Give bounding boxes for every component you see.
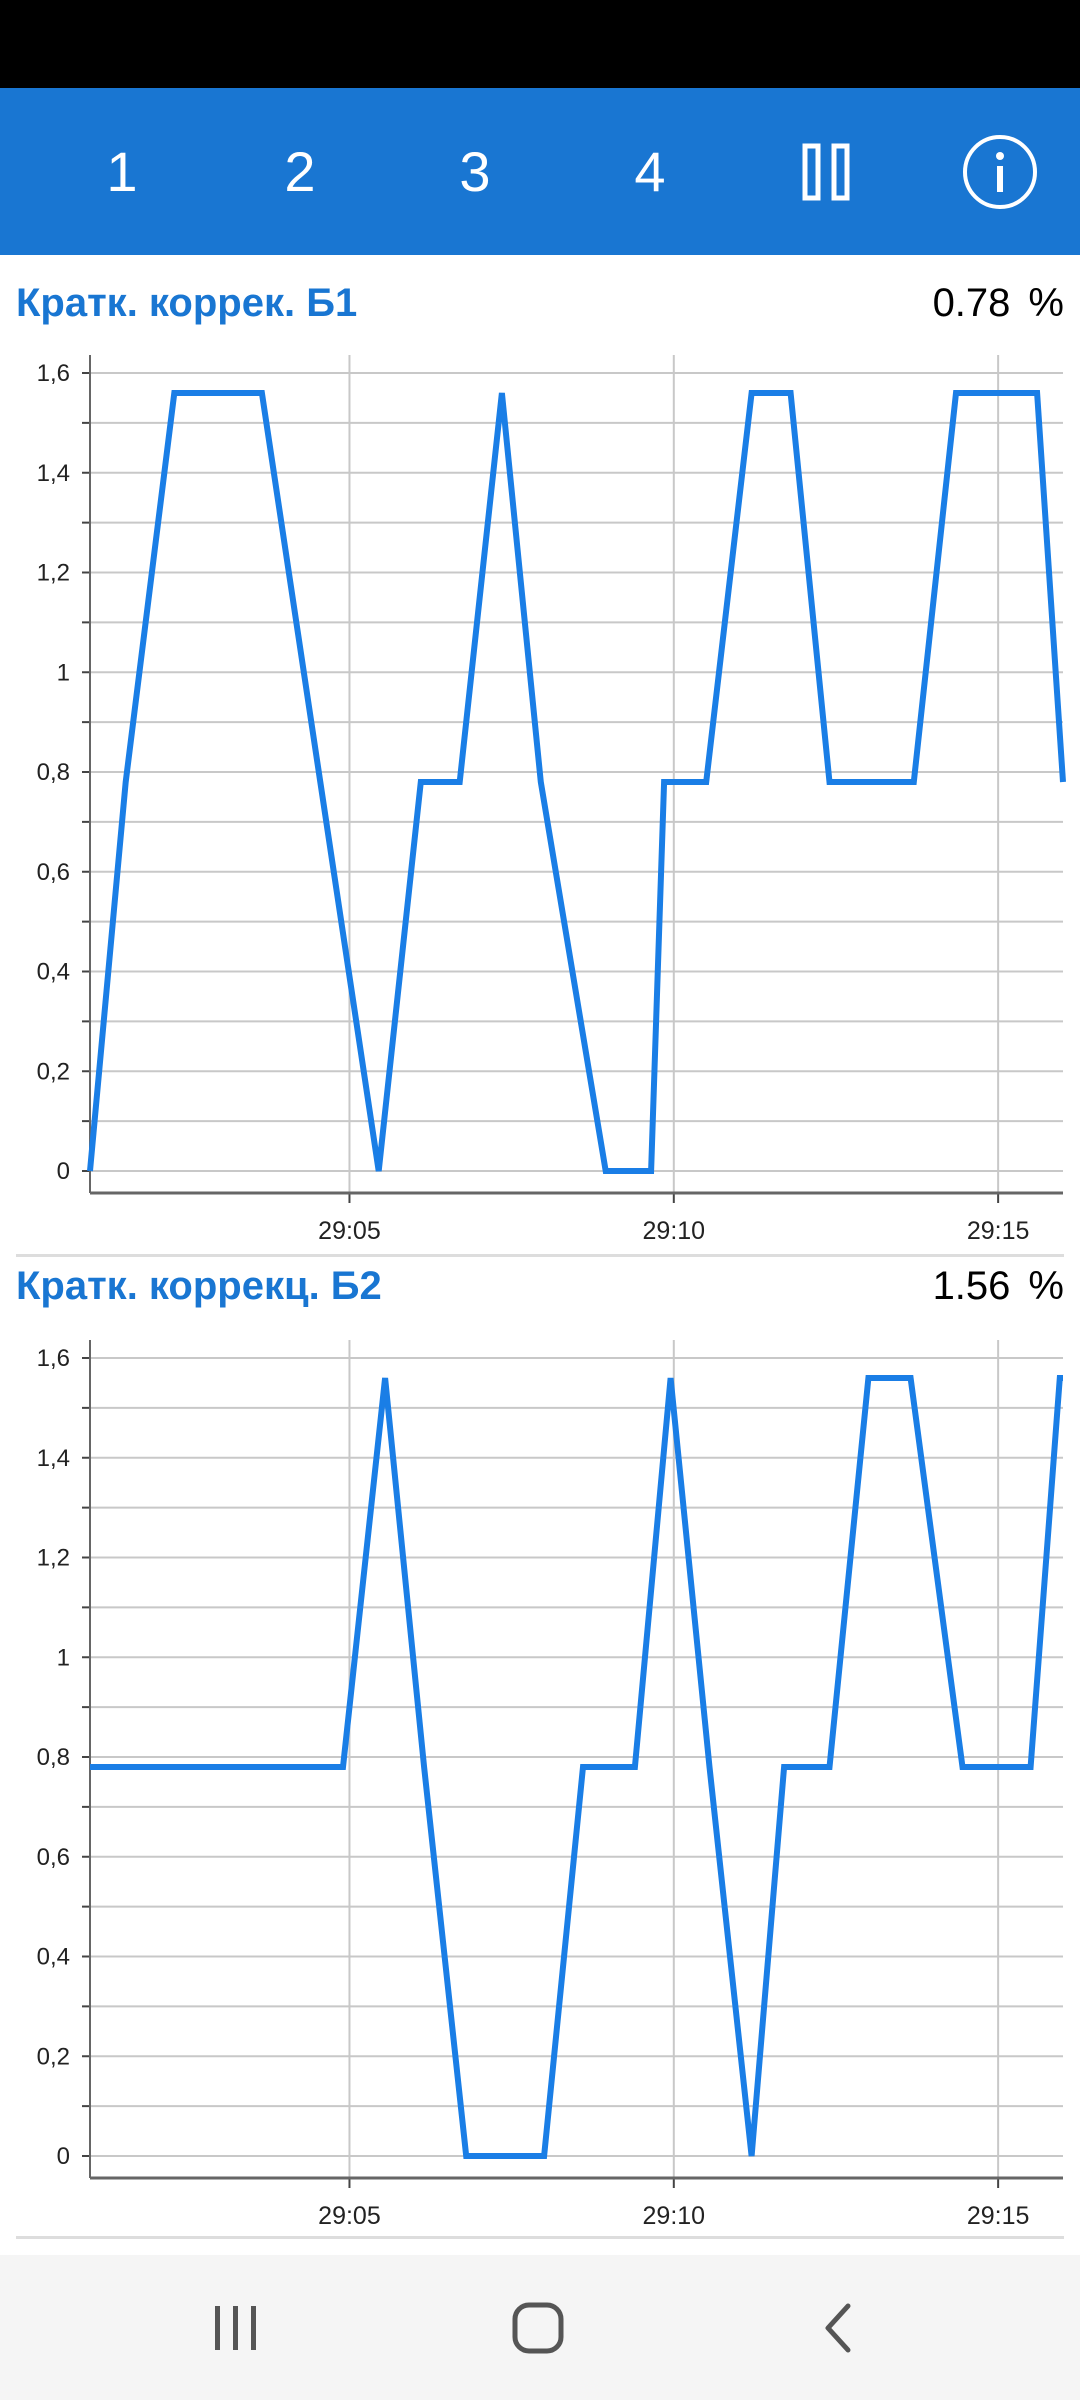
y-tick-label: 1 — [57, 659, 70, 686]
y-tick-label: 0,4 — [37, 959, 70, 986]
chart-panel-b1: Кратк. коррек. Б1 0.78% 0 0,2 0,4 0,6 0,8 1 1,… — [0, 255, 1080, 1250]
pause-icon[interactable] — [766, 88, 886, 255]
y-tick-label: 0,8 — [37, 759, 70, 786]
y-tick-label: 0,2 — [37, 1058, 70, 1085]
y-tick-label: 0,6 — [37, 859, 70, 886]
line-chart-b2: 0 0,2 0,4 0,6 0,8 1 1,2 1,4 1,6 29:05 29:10 29:15 — [37, 1340, 1063, 2230]
system-nav-bar — [0, 2255, 1080, 2400]
chart-panel-b2: Кратк. коррекц. Б2 1.56% 0 0,2 0,4 0,6 0,8 1 1… — [0, 1256, 1080, 2251]
y-tick-label: 1,2 — [37, 560, 70, 587]
recent-apps-icon[interactable] — [156, 2255, 316, 2400]
tab-2[interactable]: 2 — [284, 140, 316, 203]
value-unit: % — [1028, 281, 1064, 325]
y-tick-label: 0 — [57, 2143, 70, 2170]
current-value: 0.78 — [932, 281, 1011, 325]
y-tick-label: 1,4 — [37, 460, 70, 487]
panel-title: Кратк. коррек. Б1 — [16, 281, 358, 325]
tab-1[interactable]: 1 — [106, 140, 138, 203]
x-tick-label: 29:15 — [967, 2202, 1030, 2230]
y-tick-label: 0,6 — [37, 1844, 70, 1871]
back-icon[interactable] — [760, 2255, 920, 2400]
y-tick-label: 0,4 — [37, 1944, 70, 1971]
info-icon[interactable] — [940, 88, 1060, 255]
series-line — [87, 390, 1066, 1174]
status-bar — [0, 0, 1080, 88]
x-tick-label: 29:10 — [643, 2202, 706, 2230]
y-tick-label: 0 — [57, 1158, 70, 1185]
series-line — [90, 1375, 1063, 2159]
divider — [16, 2236, 1064, 2239]
x-tick-label: 29:05 — [318, 2202, 381, 2230]
y-tick-label: 0,2 — [37, 2043, 70, 2070]
divider — [16, 1254, 1064, 1257]
y-tick-label: 0,8 — [37, 1744, 70, 1771]
current-value: 1.56 — [932, 1264, 1011, 1308]
y-tick-label: 1 — [57, 1644, 70, 1671]
y-tick-label: 1,6 — [37, 1345, 70, 1372]
panel-value: 1.56% — [933, 1264, 1064, 1309]
line-chart-b1: 0 0,2 0,4 0,6 0,8 1 1,2 1,4 1,6 29:05 29:10 29:15 — [37, 355, 1066, 1245]
y-tick-label: 1,4 — [37, 1445, 70, 1472]
top-toolbar: 1 2 3 4 — [0, 88, 1080, 255]
panel-value: 0.78% — [933, 281, 1064, 326]
x-tick-label: 29:10 — [643, 1217, 706, 1245]
home-icon[interactable] — [458, 2255, 618, 2400]
y-tick-label: 1,2 — [37, 1545, 70, 1572]
tab-3[interactable]: 3 — [459, 140, 491, 203]
tab-4[interactable]: 4 — [634, 140, 666, 203]
value-unit: % — [1028, 1264, 1064, 1308]
x-tick-label: 29:05 — [318, 1217, 381, 1245]
x-tick-label: 29:15 — [967, 1217, 1030, 1245]
panel-title: Кратк. коррекц. Б2 — [16, 1264, 382, 1308]
y-tick-label: 1,6 — [37, 360, 70, 387]
